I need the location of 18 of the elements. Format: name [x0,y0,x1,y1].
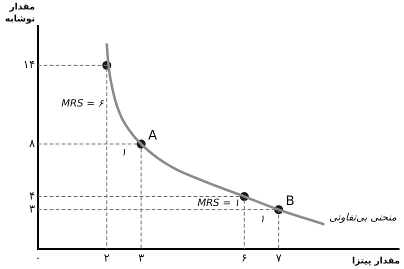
x-tick-label: ۰ [35,251,41,264]
annotation: ۱ [120,147,126,158]
y-tick-label: ۴ [29,189,36,202]
annotation: MRS = ۱ [197,198,240,209]
annotation: MRS = ۶ [61,98,104,110]
annotation: منحنی بی‌تفاوتی [329,212,398,224]
annotation: ۱ [259,214,265,226]
y-tick-label: ۸ [29,136,36,150]
annotation: A [148,128,158,144]
x-axis-title: مقدار پیتزا [352,256,400,266]
x-tick-label: ۶ [241,251,248,264]
y-tick-label: ۳ [29,202,36,216]
x-tick-label: ۷ [276,251,282,264]
y-axis-title: مقدار نوشابه [4,2,35,24]
y-tick-label: ۱۴ [23,58,36,72]
x-tick-label: ۲ [104,251,110,264]
annotation: B [286,194,295,210]
x-tick-label: ۳ [138,251,144,264]
